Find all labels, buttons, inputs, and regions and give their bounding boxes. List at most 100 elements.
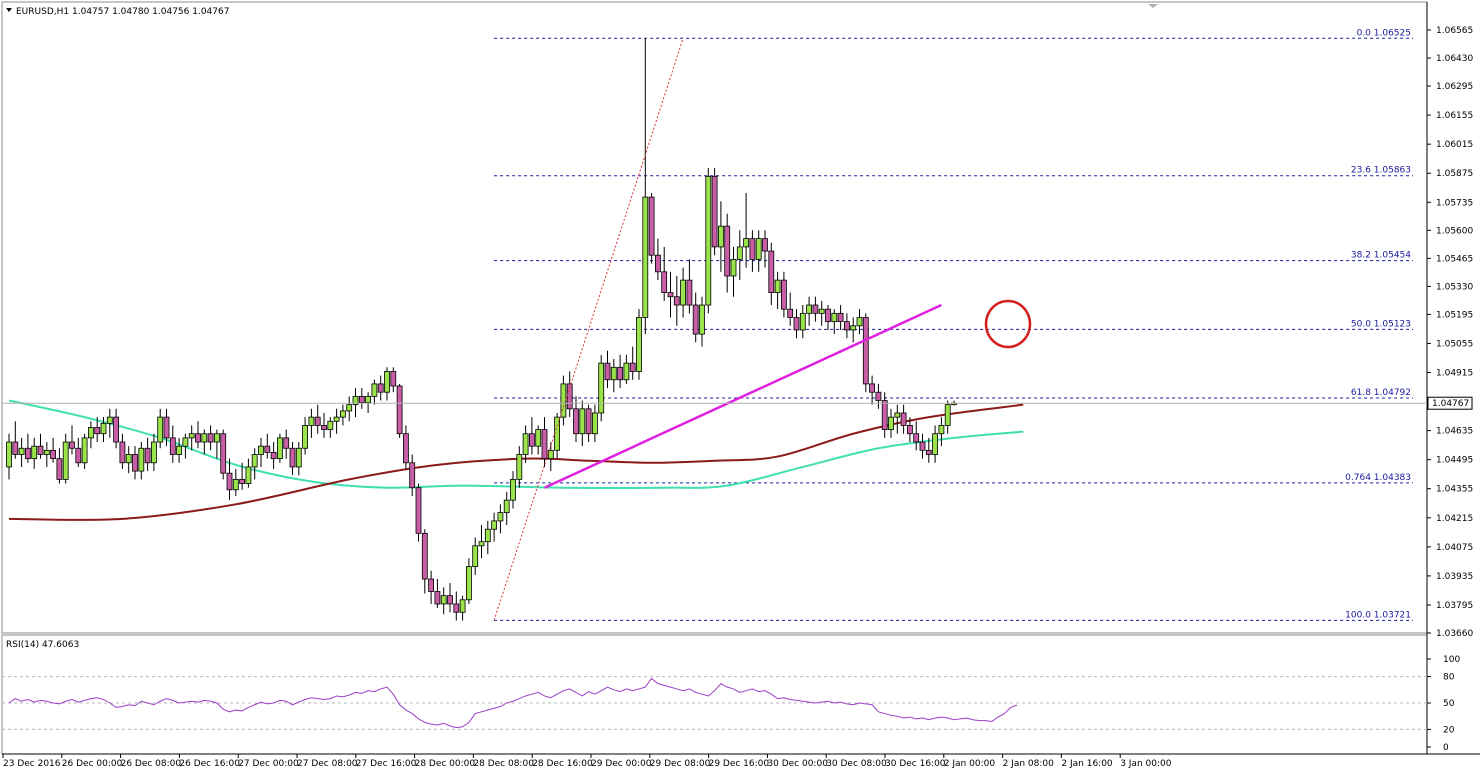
candle-body xyxy=(138,447,145,472)
candle xyxy=(188,425,195,451)
rsi-tick-label: 20 xyxy=(1443,725,1455,735)
candle xyxy=(276,433,283,463)
price-tick-label: 1.04215 xyxy=(1436,514,1473,524)
candle-body xyxy=(295,447,302,468)
candle-body xyxy=(573,408,579,435)
candle-body xyxy=(522,433,529,455)
candle xyxy=(169,425,176,463)
symbol-dropdown-icon[interactable] xyxy=(6,8,12,12)
candle-body xyxy=(119,441,126,464)
candle-body xyxy=(157,416,164,443)
candle-body xyxy=(497,512,504,522)
candle-body xyxy=(472,545,479,567)
candle-body xyxy=(610,366,617,381)
time-tick-label: 30 Dec 16:00 xyxy=(885,759,946,769)
candle xyxy=(781,271,787,318)
shift-marker-icon[interactable] xyxy=(1148,4,1158,8)
candle xyxy=(176,437,183,463)
candle-body xyxy=(62,441,69,480)
candle-body xyxy=(396,385,403,435)
candle xyxy=(743,192,749,268)
candle xyxy=(749,230,756,272)
candle xyxy=(881,392,888,438)
candle xyxy=(894,404,901,434)
candle xyxy=(648,192,655,264)
candle xyxy=(711,168,718,256)
candle-body xyxy=(113,416,119,443)
candle-body xyxy=(724,225,731,277)
price-tick-label: 1.05875 xyxy=(1436,169,1473,179)
candle xyxy=(283,429,290,459)
candle xyxy=(535,425,542,455)
candle-body xyxy=(781,279,787,310)
candle-body xyxy=(106,416,113,424)
time-tick-label: 26 Dec 16:00 xyxy=(179,759,240,769)
candle xyxy=(774,271,781,310)
candle xyxy=(213,429,220,459)
candle xyxy=(787,292,794,326)
candle xyxy=(352,388,359,418)
candle xyxy=(680,267,686,318)
candle-body xyxy=(195,433,201,443)
price-panel-frame xyxy=(1,1,1428,634)
fib-level-label: 0.764 1.04383 xyxy=(1345,473,1411,483)
time-tick-label: 29 Dec 08:00 xyxy=(650,759,711,769)
candle-body xyxy=(371,383,378,397)
candle xyxy=(913,421,920,451)
fib-level-label: 38.2 1.05454 xyxy=(1351,251,1411,261)
candle xyxy=(579,400,586,447)
candle-body xyxy=(604,362,611,381)
candle xyxy=(900,404,907,434)
candle-body xyxy=(585,408,592,435)
candle xyxy=(453,591,460,621)
candle xyxy=(862,313,869,393)
candle xyxy=(491,512,498,542)
candle-body xyxy=(560,383,567,418)
fib-level-label: 0.0 1.06525 xyxy=(1357,28,1411,38)
candle-body xyxy=(793,317,800,331)
candle-body xyxy=(31,445,38,460)
candle xyxy=(944,400,951,434)
candle xyxy=(384,367,390,401)
candle xyxy=(377,375,384,401)
current-price-label: 1.04767 xyxy=(1432,399,1469,409)
candle xyxy=(610,359,617,393)
candle-body xyxy=(333,416,340,422)
candle-body xyxy=(673,296,680,306)
price-tick-label: 1.05195 xyxy=(1436,310,1473,320)
candle-body xyxy=(88,427,94,439)
candle-body xyxy=(283,437,290,449)
candle xyxy=(850,317,857,343)
candle-body xyxy=(182,437,189,447)
candle-body xyxy=(869,383,875,393)
candle xyxy=(75,437,82,467)
candle-body xyxy=(258,445,264,455)
candle xyxy=(308,408,315,438)
time-tick-label: 26 Dec 08:00 xyxy=(121,759,182,769)
candle xyxy=(762,230,768,268)
candle-body xyxy=(226,472,233,491)
candle-body xyxy=(150,441,157,464)
candle-body xyxy=(289,447,296,468)
candle-body xyxy=(598,362,605,414)
candle-body xyxy=(875,391,882,401)
candle-body xyxy=(913,433,920,443)
time-tick-label: 28 Dec 16:00 xyxy=(532,759,593,769)
price-tick-label: 1.04915 xyxy=(1436,368,1473,378)
time-tick-label: 27 Dec 16:00 xyxy=(356,759,417,769)
rsi-tick-label: 80 xyxy=(1443,673,1455,683)
time-tick-label: 3 Jan 00:00 xyxy=(1120,759,1172,769)
candle xyxy=(295,442,302,476)
candle-body xyxy=(207,433,214,443)
price-tick-label: 1.04075 xyxy=(1436,543,1473,553)
rsi-line xyxy=(8,677,1018,729)
candle xyxy=(18,437,25,467)
candle xyxy=(37,433,44,459)
candle xyxy=(856,309,863,335)
candle-body xyxy=(894,412,901,418)
candle xyxy=(226,458,233,501)
candle-body xyxy=(339,410,346,418)
fib-level-label: 61.8 1.04792 xyxy=(1351,388,1411,398)
